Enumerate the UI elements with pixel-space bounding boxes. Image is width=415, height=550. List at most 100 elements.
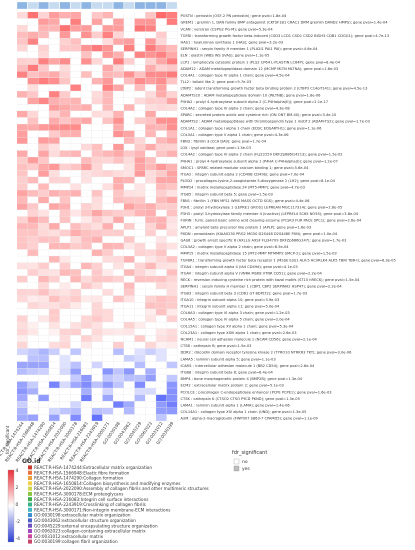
heatmap-cell (102, 45, 113, 52)
heatmap-cell (145, 177, 156, 184)
heatmap-cell (27, 12, 39, 19)
heatmap-cell (102, 91, 113, 98)
heatmap-cell (134, 183, 146, 190)
heatmap-cell (91, 414, 103, 421)
heatmap-cell (91, 117, 103, 124)
heatmap-cell (134, 137, 146, 144)
heatmap-cell (27, 170, 39, 177)
heatmap-cell (70, 210, 81, 217)
row-label: COL4A2 : collagen type IV alpha 2 chain … (181, 153, 343, 157)
heatmap-cell (59, 150, 71, 157)
heatmap-cell (59, 315, 71, 322)
heatmap-cell (124, 196, 135, 204)
heatmap-cell (102, 111, 113, 118)
heatmap-cell (145, 124, 156, 131)
heatmap-cell (145, 262, 156, 270)
heatmap-cell (59, 394, 71, 402)
heatmap-cell (124, 12, 135, 19)
heatmap-cell (102, 196, 113, 204)
heatmap-cell (145, 150, 156, 157)
heatmap-cell (134, 190, 146, 197)
heatmap-cell (70, 269, 81, 276)
heatmap-cell (124, 150, 135, 157)
heatmap-cell (17, 328, 28, 336)
heatmap-cell (134, 58, 146, 65)
heatmap-cell (145, 309, 156, 316)
heatmap-cell (145, 348, 156, 355)
heatmap-cell (17, 236, 28, 243)
heatmap-cell (156, 64, 167, 72)
heatmap-cell (102, 295, 113, 303)
heatmap-cell (70, 256, 81, 263)
heatmap-cell (70, 414, 81, 421)
heatmap-cell (134, 177, 146, 184)
heatmap-cell (145, 236, 156, 243)
heatmap-cell (38, 361, 49, 369)
legend-entry: REACT:R-HSA-3000178:ECM proteoglycans (34, 492, 123, 497)
heatmap-cell (113, 170, 124, 177)
heatmap-cell (38, 31, 49, 39)
heatmap-cell (145, 368, 156, 375)
heatmap-cell (59, 91, 71, 98)
heatmap-cell (124, 282, 135, 289)
heatmap-cell (70, 196, 81, 204)
heatmap-cell (124, 91, 135, 98)
heatmap-cell (156, 381, 167, 388)
heatmap-cell (145, 256, 156, 263)
heatmap-cell (81, 269, 92, 276)
fdr-cell (91, 1, 103, 10)
heatmap-cell (38, 177, 49, 184)
heatmap-cell (134, 289, 146, 296)
heatmap-cell (145, 18, 156, 25)
heatmap-cell (49, 361, 60, 369)
heatmap-cell (38, 144, 49, 151)
heatmap-cell (91, 38, 103, 45)
heatmap-cell (81, 64, 92, 72)
heatmap-cell (81, 355, 92, 362)
heatmap-cell (113, 150, 124, 157)
heatmap-cell (102, 302, 113, 309)
heatmap-cell (124, 183, 135, 190)
heatmap-cell (70, 394, 81, 402)
heatmap-cell (17, 38, 28, 45)
heatmap-cell (113, 64, 124, 72)
heatmap-cell (59, 408, 71, 415)
heatmap-cell (102, 38, 113, 45)
heatmap-cell (49, 295, 60, 303)
heatmap-cell (49, 58, 60, 65)
heatmap-cell (49, 170, 60, 177)
heatmap-cell (134, 71, 146, 78)
fdr-legend-swatch (233, 458, 240, 465)
heatmap-cell (17, 170, 28, 177)
fdr-cell (123, 1, 135, 10)
heatmap-cell (70, 190, 81, 197)
heatmap-cell (49, 394, 60, 402)
heatmap-cell (134, 51, 146, 58)
heatmap-cell (113, 12, 124, 19)
heatmap-cell (145, 78, 156, 85)
fdr-cell (145, 1, 156, 10)
heatmap-cell (17, 78, 28, 85)
heatmap-cell (134, 124, 146, 131)
heatmap-cell (27, 117, 39, 124)
heatmap-cell (124, 256, 135, 263)
heatmap-cell (70, 31, 81, 39)
heatmap-cell (17, 18, 28, 25)
heatmap-cell (38, 163, 49, 171)
heatmap-cell (145, 137, 156, 144)
heatmap-cell (166, 177, 178, 184)
heatmap-cell (134, 282, 146, 289)
heatmap-cell (17, 381, 28, 388)
heatmap-cell (156, 84, 167, 91)
row-label: HAS1 : hyaluronan synthase 1 (HAS); gene… (181, 41, 284, 45)
heatmap-cell (134, 243, 146, 250)
heatmap-cell (124, 170, 135, 177)
heatmap-cell (102, 401, 113, 408)
row-label: CTSB : cathepsin B; gene pval=1.5e-03 (181, 344, 252, 348)
heatmap-cell (81, 177, 92, 184)
heatmap-cell (102, 104, 113, 111)
heatmap-cell (91, 45, 103, 52)
heatmap-cell (59, 25, 71, 32)
heatmap-cell (70, 170, 81, 177)
heatmap-cell (81, 210, 92, 217)
